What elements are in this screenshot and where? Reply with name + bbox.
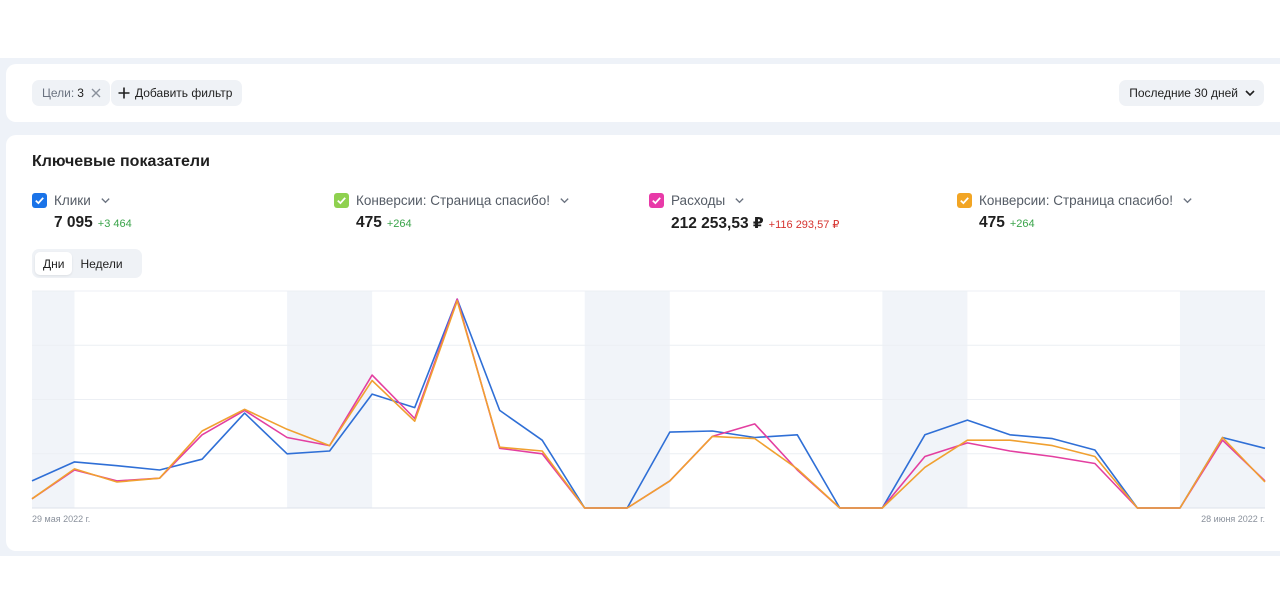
- chevron-down-icon[interactable]: [100, 195, 111, 206]
- series-line-1: [31, 298, 1266, 509]
- check-icon: [652, 196, 661, 204]
- metric-clicks: Клики 7 095 +3 464: [32, 191, 132, 232]
- period-label: Последние 30 дней: [1129, 86, 1238, 100]
- goals-filter-chip[interactable]: Цели: 3: [32, 80, 110, 106]
- filter-bar: Цели: 3 Добавить фильтр Последние 30 дне…: [6, 64, 1280, 122]
- metric-delta: +3 464: [97, 218, 132, 230]
- metric-expenses: Расходы 212 253,53 ₽ +116 293,57 ₽: [649, 191, 839, 233]
- chevron-down-icon[interactable]: [734, 195, 745, 206]
- granularity-toggle: Дни Недели: [32, 249, 142, 278]
- add-filter-button[interactable]: Добавить фильтр: [111, 80, 243, 106]
- series-line-3: [31, 299, 1266, 509]
- chevron-down-icon: [1245, 90, 1255, 97]
- check-icon: [960, 196, 969, 204]
- add-filter-label: Добавить фильтр: [135, 86, 233, 100]
- chevron-down-icon[interactable]: [559, 195, 570, 206]
- weeks-button[interactable]: Недели: [80, 256, 123, 271]
- close-icon[interactable]: [90, 87, 102, 99]
- metric-delta: +116 293,57 ₽: [768, 219, 840, 231]
- check-icon: [337, 196, 346, 204]
- goals-filter-value: 3: [77, 86, 84, 100]
- metric-value: 475: [979, 214, 1005, 231]
- metric-value: 7 095: [54, 214, 93, 231]
- metric-label: Конверсии: Страница спасибо!: [979, 192, 1173, 208]
- x-axis-end-label: 28 июня 2022 г.: [1201, 514, 1265, 524]
- metric-value: 475: [356, 214, 382, 231]
- metric-checkbox[interactable]: [957, 192, 972, 208]
- metric-value: 212 253,53 ₽: [671, 215, 764, 232]
- goals-filter-label: Цели:: [42, 86, 75, 100]
- metric-checkbox[interactable]: [334, 192, 349, 208]
- metric-conversions-2: Конверсии: Страница спасибо! 475 +264: [957, 191, 1193, 232]
- metric-checkbox[interactable]: [32, 192, 47, 208]
- metric-delta: +264: [386, 218, 412, 230]
- chevron-down-icon[interactable]: [1182, 195, 1193, 206]
- days-button[interactable]: Дни: [35, 252, 73, 275]
- plus-icon: [118, 87, 130, 99]
- period-dropdown[interactable]: Последние 30 дней: [1119, 80, 1264, 106]
- check-icon: [35, 196, 44, 204]
- metric-delta: +264: [1009, 218, 1035, 230]
- metric-label: Конверсии: Страница спасибо!: [356, 192, 550, 208]
- section-title: Ключевые показатели: [32, 153, 210, 170]
- x-axis-start-label: 29 мая 2022 г.: [32, 514, 90, 524]
- metric-label: Клики: [54, 192, 91, 208]
- metric-conversions: Конверсии: Страница спасибо! 475 +264: [334, 191, 570, 232]
- metric-checkbox[interactable]: [649, 192, 664, 208]
- metric-label: Расходы: [671, 192, 726, 208]
